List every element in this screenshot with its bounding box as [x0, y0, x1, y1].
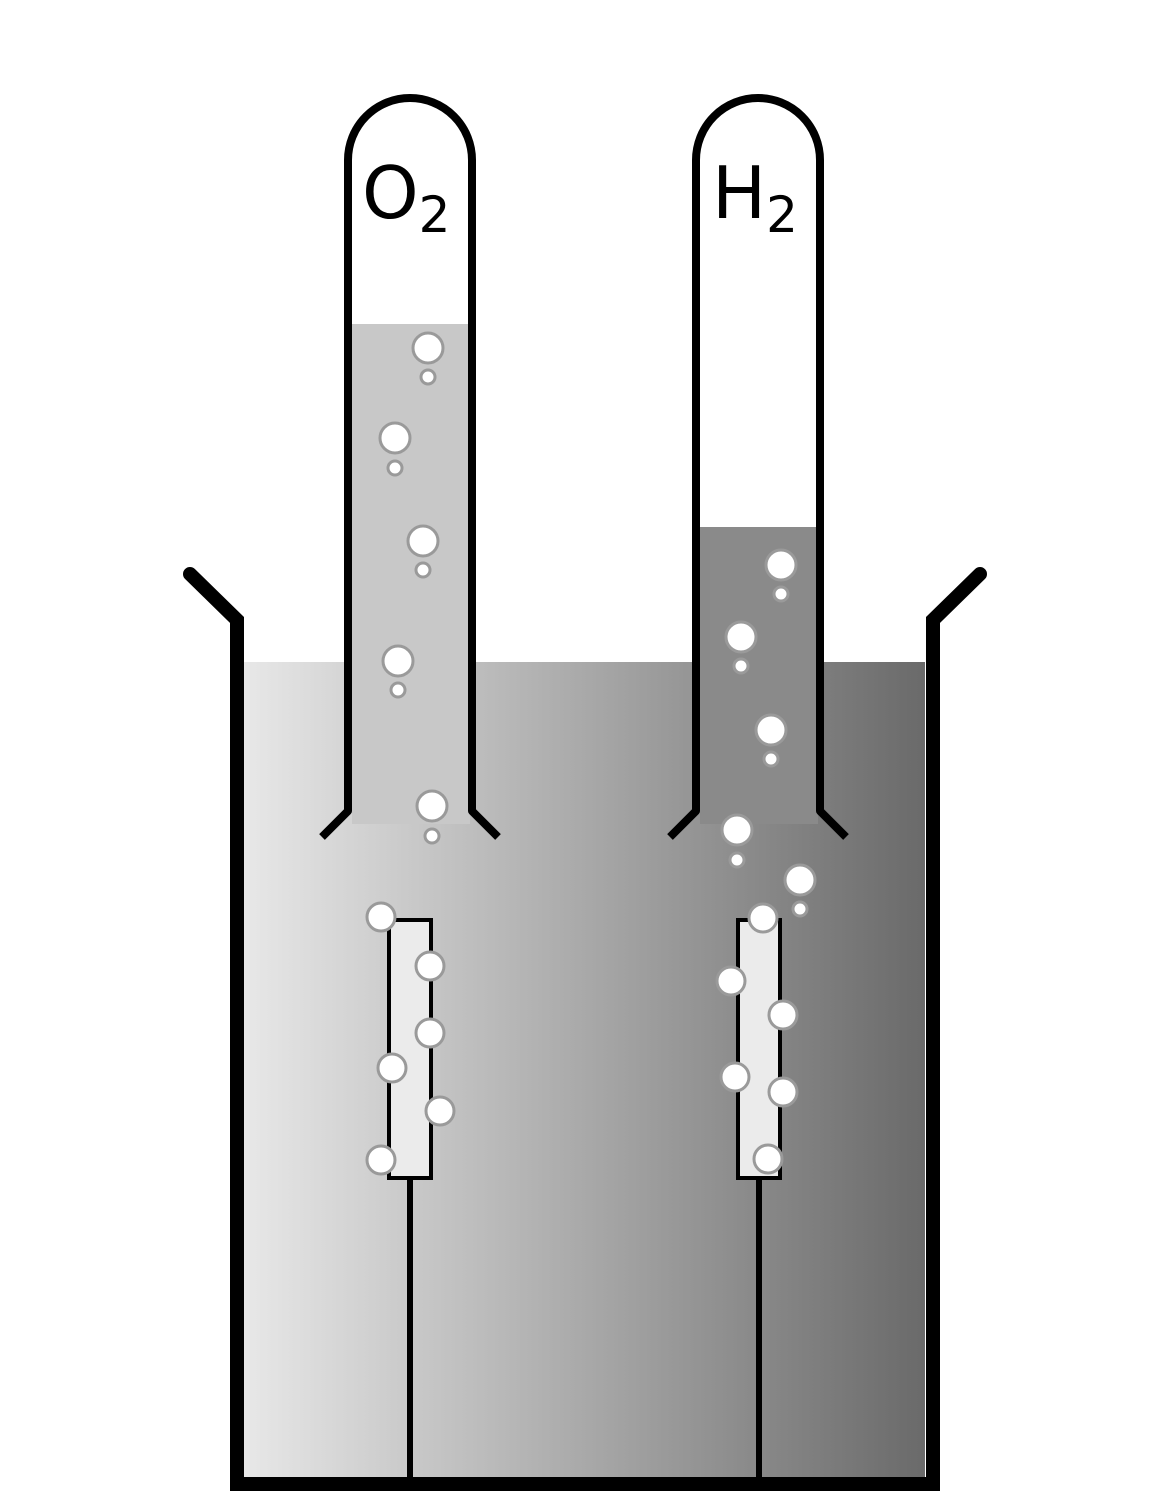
gas-bubble — [365, 901, 397, 933]
h2-tube-liquid — [700, 527, 818, 824]
gas-bubble — [415, 789, 449, 823]
gas-bubble — [720, 813, 754, 847]
o2-label: O2 — [362, 151, 450, 244]
gas-bubble — [762, 750, 780, 768]
gas-bubble — [767, 1076, 799, 1108]
gas-bubble — [767, 999, 799, 1031]
gas-bubble — [728, 851, 746, 869]
gas-bubble — [772, 585, 790, 603]
h2-label: H2 — [712, 151, 798, 244]
gas-bubble — [791, 900, 809, 918]
o2-test-tube — [319, 94, 501, 840]
gas-bubble — [365, 1144, 397, 1176]
gas-bubble — [752, 1143, 784, 1175]
o2-tube-liquid — [352, 324, 470, 824]
gas-bubble — [414, 1017, 446, 1049]
gas-bubble — [389, 681, 407, 699]
gas-bubble — [411, 331, 445, 365]
gas-bubble — [406, 524, 440, 558]
gas-bubble — [754, 713, 788, 747]
h2-test-tube — [667, 94, 849, 840]
gas-bubble — [732, 657, 750, 675]
gas-bubble — [414, 950, 446, 982]
gas-bubble — [715, 965, 747, 997]
cathode-electrode — [736, 918, 782, 1180]
gas-bubble — [764, 548, 798, 582]
gas-bubble — [424, 1095, 456, 1127]
gas-bubble — [386, 459, 404, 477]
gas-bubble — [423, 827, 441, 845]
gas-bubble — [783, 863, 817, 897]
bubbles — [365, 331, 817, 1176]
gas-bubble — [376, 1052, 408, 1084]
gas-bubble — [747, 902, 779, 934]
gas-bubble — [719, 1061, 751, 1093]
gas-bubble — [381, 644, 415, 678]
gas-bubble — [378, 421, 412, 455]
gas-bubble — [724, 620, 758, 654]
gas-bubble — [419, 368, 437, 386]
gas-bubble — [414, 561, 432, 579]
beaker — [183, 567, 987, 1491]
anode-electrode — [387, 918, 433, 1180]
